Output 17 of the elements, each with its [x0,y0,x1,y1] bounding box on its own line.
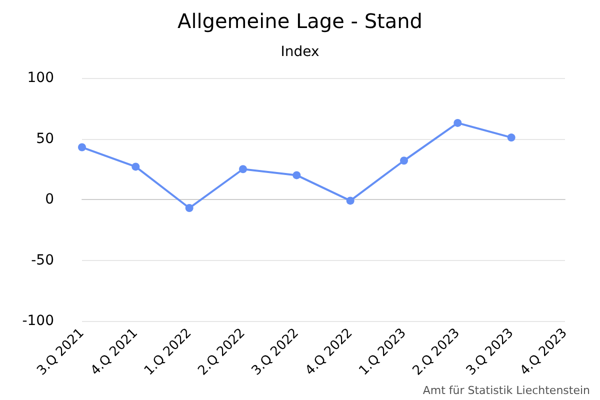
point [78,143,86,152]
point [132,162,140,171]
point [400,156,408,165]
point [292,171,301,180]
point [346,196,354,205]
point [454,118,462,127]
y-tick-label: 50 [36,130,54,147]
point [507,134,516,142]
chart-subtitle: Index [280,44,320,60]
text: Amt für Statistik Liechtenstein [422,384,590,397]
y-tick-label: 0 [45,192,54,208]
point [185,204,194,212]
chart-title: Allgemeine Lage - Stand [178,9,422,33]
y-tick-label: -100 [22,313,54,329]
y-tick-label: 100 [27,70,54,86]
point [239,165,247,174]
y-tick-label: -50 [31,252,54,268]
